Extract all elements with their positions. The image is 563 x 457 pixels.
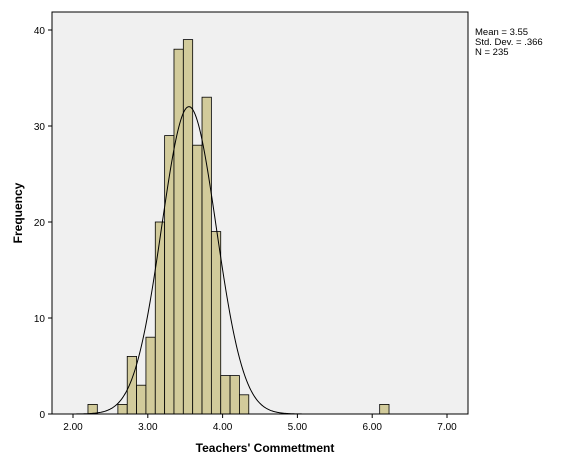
- histogram-bar: [229, 375, 240, 415]
- stats-legend: Mean = 3.55 Std. Dev. = .366 N = 235: [475, 28, 543, 58]
- x-tick-label: 5.00: [288, 422, 308, 433]
- plot-frame: [51, 11, 469, 415]
- histogram-bar: [136, 384, 147, 415]
- histogram-bar: [379, 403, 390, 415]
- y-tick-label: 0: [39, 410, 45, 421]
- x-tick-label: 6.00: [362, 422, 382, 433]
- y-tick-label: 30: [34, 122, 46, 133]
- x-tick-label: 4.00: [213, 422, 233, 433]
- y-axis-title: Frequency: [11, 182, 25, 243]
- stats-mean: Mean = 3.55: [475, 27, 529, 38]
- histogram-bar: [117, 403, 128, 415]
- histogram-bar: [210, 231, 222, 415]
- histogram-bar: [145, 336, 156, 415]
- histogram-bar: [220, 375, 231, 415]
- histogram-bar: [154, 221, 166, 415]
- y-axis: 0 10 20 30 40: [34, 26, 52, 421]
- x-axis-title: Teachers' Commettment: [196, 441, 335, 455]
- x-tick-label: 3.00: [138, 422, 158, 433]
- plot-area: [52, 12, 468, 414]
- histogram-bar: [173, 48, 184, 415]
- y-tick-label: 40: [34, 26, 46, 37]
- histogram-bar: [239, 394, 250, 415]
- histogram-bar: [192, 144, 203, 415]
- stats-sd: Std. Dev. = .366: [475, 37, 543, 48]
- histogram-bar: [182, 39, 194, 415]
- bars-layer: [87, 39, 390, 415]
- stats-n: N = 235: [475, 47, 509, 58]
- y-tick-label: 10: [34, 314, 46, 325]
- x-tick-label: 7.00: [437, 422, 457, 433]
- histogram-bar: [126, 355, 137, 415]
- y-tick-label: 20: [34, 218, 46, 229]
- x-tick-label: 2.00: [63, 422, 83, 433]
- x-axis: 2.00 3.00 4.00 5.00 6.00 7.00: [63, 414, 457, 433]
